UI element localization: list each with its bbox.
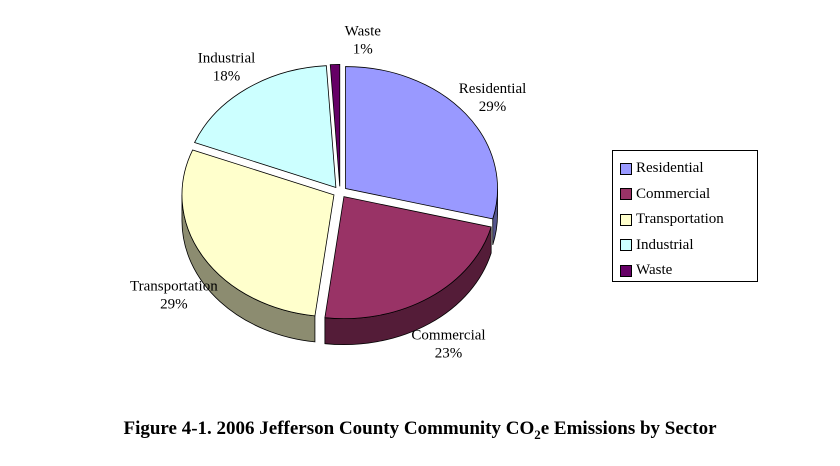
legend-label-waste: Waste	[636, 262, 673, 279]
legend-item-transportation: Transportation	[620, 207, 757, 233]
pie-slice-industrial	[193, 65, 337, 189]
pie-labels: Residential 29% Commercial 23% Transportatio…	[130, 24, 526, 362]
pie-chart: Residential 29% Commercial 23% Transportatio…	[130, 24, 526, 362]
legend-label-residential: Residential	[636, 160, 704, 177]
slice-label-industrial: Industrial	[198, 51, 256, 67]
caption-prefix: Figure 4-1. 2006 Jefferson County Commun…	[123, 418, 535, 439]
chart-legend: Residential Commercial Transportation Indus…	[612, 150, 758, 282]
legend-label-industrial: Industrial	[636, 236, 694, 253]
slice-label-transportation: Transportation	[130, 278, 218, 294]
legend-label-transportation: Transportation	[636, 211, 724, 228]
legend-item-industrial: Industrial	[620, 233, 757, 259]
legend-item-commercial: Commercial	[620, 182, 757, 208]
legend-item-waste: Waste	[620, 258, 757, 284]
slice-label-commercial: Commercial	[411, 328, 485, 344]
legend-swatch-commercial	[620, 188, 632, 201]
figure-caption: Figure 4-1. 2006 Jefferson County Commun…	[0, 418, 840, 443]
slice-value-waste: 1%	[353, 42, 373, 58]
pie-slice-commercial	[324, 196, 492, 320]
legend-label-commercial: Commercial	[636, 185, 711, 202]
slice-value-transportation: 29%	[160, 296, 188, 312]
legend-swatch-transportation	[620, 213, 632, 226]
pie-slice-residential	[345, 66, 498, 220]
slice-value-residential: 29%	[479, 99, 507, 115]
slice-label-residential: Residential	[459, 81, 527, 97]
caption-suffix: e Emissions by Sector	[540, 418, 717, 439]
pie-slices	[181, 63, 498, 346]
slice-value-industrial: 18%	[213, 69, 241, 85]
legend-swatch-industrial	[620, 239, 632, 252]
legend-item-residential: Residential	[620, 156, 757, 182]
slice-label-waste: Waste	[345, 24, 382, 40]
pie-slice-transportation	[181, 149, 335, 317]
caption-subscript: 2	[534, 426, 541, 442]
legend-swatch-residential	[620, 162, 632, 175]
pie-slice-waste	[329, 63, 341, 187]
slice-value-commercial: 23%	[435, 346, 463, 362]
legend-swatch-waste	[620, 264, 632, 277]
